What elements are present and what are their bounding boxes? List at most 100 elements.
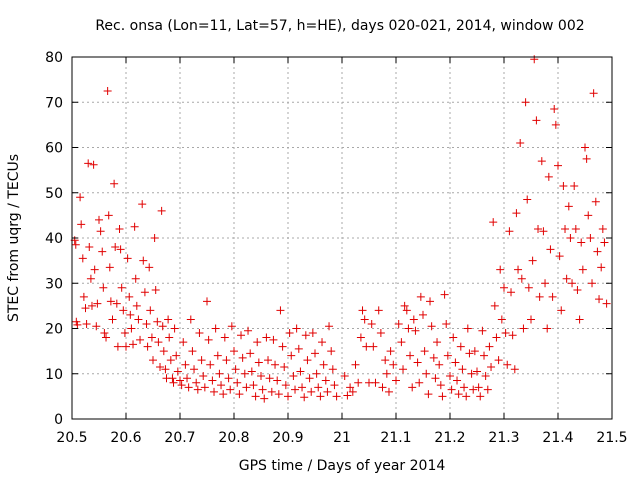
data-point-marker <box>413 358 422 367</box>
data-point-marker <box>330 381 339 390</box>
data-point-marker <box>199 372 208 381</box>
data-point-marker <box>176 376 184 385</box>
data-point-marker <box>84 159 93 168</box>
x-axis-ticks: 20.5 20.6 20.7 20.8 20.9 21 21.1 21.2 21.3 21.4 21… <box>56 57 628 446</box>
data-point-marker <box>139 256 148 265</box>
data-point-marker <box>210 387 219 396</box>
data-point-marker <box>181 360 190 369</box>
data-point-marker <box>291 385 300 394</box>
data-point-marker <box>584 211 593 220</box>
y-tick-label: 50 <box>45 186 63 202</box>
data-point-marker <box>554 161 562 170</box>
data-point-marker <box>534 224 543 233</box>
data-point-marker <box>408 383 417 392</box>
data-point-marker <box>384 387 393 396</box>
data-point-marker <box>463 324 472 333</box>
data-point-marker <box>578 265 587 274</box>
x-tick-label: 20.9 <box>272 430 303 446</box>
data-point-marker <box>86 274 95 283</box>
data-point-marker <box>140 288 149 297</box>
data-point-marker <box>397 338 406 347</box>
data-point-marker <box>314 383 323 392</box>
data-point-marker <box>244 326 253 335</box>
data-point-marker <box>89 160 98 169</box>
data-point-marker <box>281 381 290 390</box>
y-tick-label: 80 <box>45 50 63 66</box>
data-point-marker <box>510 365 519 374</box>
data-point-marker <box>449 333 458 342</box>
data-point-marker <box>591 197 600 206</box>
data-point-marker <box>142 319 151 328</box>
data-point-marker <box>227 322 236 331</box>
data-point-marker <box>539 227 548 236</box>
data-point-marker <box>206 360 215 369</box>
data-point-marker <box>319 360 328 369</box>
x-tick-label: 21.2 <box>434 430 465 446</box>
data-point-marker <box>376 329 385 338</box>
data-point-marker <box>440 290 449 299</box>
x-tick-label: 20.7 <box>164 430 195 446</box>
data-point-marker <box>411 326 420 335</box>
data-point-marker <box>308 329 317 338</box>
data-point-marker <box>98 247 107 256</box>
data-point-marker <box>507 288 516 297</box>
data-point-marker <box>82 319 91 328</box>
data-point-marker <box>246 349 255 358</box>
data-point-marker <box>551 120 560 129</box>
data-point-marker <box>312 369 321 378</box>
data-point-marker <box>147 333 156 342</box>
data-point-marker <box>172 351 181 360</box>
data-point-marker <box>165 333 174 342</box>
data-point-marker <box>79 292 88 301</box>
data-point-marker <box>406 351 415 360</box>
data-point-marker <box>220 333 229 342</box>
data-point-marker <box>570 181 579 190</box>
data-point-marker <box>371 378 380 387</box>
data-point-marker <box>287 351 296 360</box>
data-point-marker <box>190 365 199 374</box>
data-point-marker <box>169 378 178 387</box>
data-point-marker <box>436 381 445 390</box>
data-point-marker <box>356 333 365 342</box>
data-point-marker <box>332 392 341 401</box>
y-tick-label: 70 <box>45 95 63 111</box>
data-point-marker <box>125 292 134 301</box>
data-point-marker <box>87 301 96 310</box>
data-point-marker <box>269 335 278 344</box>
data-point-marker <box>76 193 85 202</box>
data-point-marker <box>416 292 425 301</box>
data-point-marker <box>354 378 363 387</box>
data-point-marker <box>435 360 444 369</box>
data-point-marker <box>402 306 411 315</box>
data-point-marker <box>343 391 352 400</box>
data-point-marker <box>602 299 611 308</box>
data-point-marker <box>575 315 584 324</box>
data-point-marker <box>307 387 316 396</box>
data-point-marker <box>183 374 192 383</box>
data-point-marker <box>458 365 467 374</box>
data-point-marker <box>143 342 152 351</box>
data-point-marker <box>496 265 505 274</box>
data-point-marker <box>514 265 523 274</box>
data-point-marker <box>126 310 135 319</box>
data-point-marker <box>156 362 165 371</box>
y-axis-label: STEC from uqrg / TECUs <box>6 154 22 322</box>
data-point-marker <box>146 306 155 315</box>
data-point-marker <box>447 385 456 394</box>
data-point-marker <box>325 322 334 331</box>
data-point-marker <box>487 362 496 371</box>
data-point-marker <box>145 263 154 272</box>
data-point-marker <box>157 206 166 215</box>
data-point-marker <box>544 172 553 181</box>
data-point-marker <box>589 89 598 98</box>
data-point-marker <box>298 383 307 392</box>
data-point-marker <box>474 383 483 392</box>
data-point-marker <box>134 315 143 324</box>
data-point-marker <box>523 195 532 204</box>
data-point-marker <box>254 358 263 367</box>
data-point-marker <box>527 315 535 324</box>
data-point-marker <box>516 138 525 147</box>
data-point-marker <box>360 315 369 324</box>
data-point-marker <box>497 315 506 324</box>
